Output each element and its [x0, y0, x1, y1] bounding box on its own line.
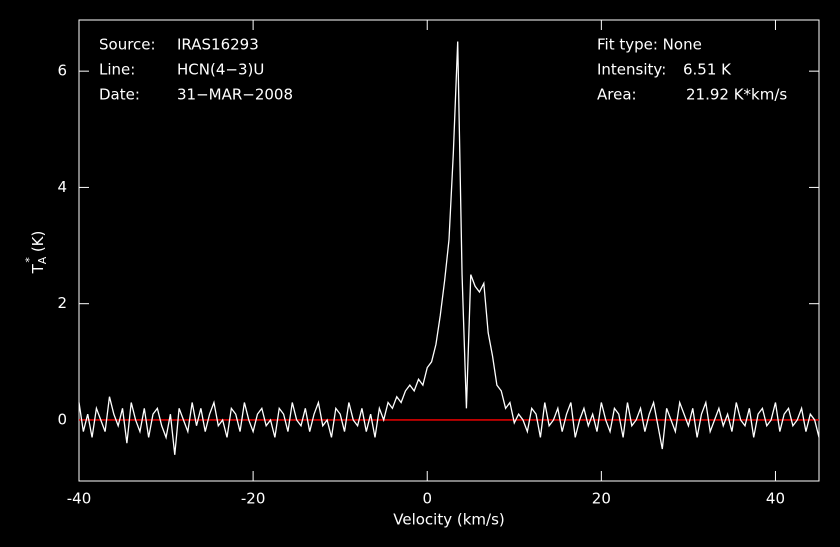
fit-type: Fit type: None: [597, 36, 702, 54]
date-label: Date:: [99, 86, 140, 104]
date: 31−MAR−2008: [177, 86, 293, 104]
x-tick-label: 20: [592, 490, 611, 508]
source: IRAS16293: [177, 36, 259, 54]
x-tick-label: -40: [67, 490, 92, 508]
intensity: 6.51 K: [683, 61, 732, 79]
area: 21.92 K*km/s: [686, 86, 787, 104]
y-tick-label: 6: [57, 62, 67, 80]
line-name: HCN(4−3)U: [177, 61, 264, 79]
y-axis-label: TA* (K): [23, 231, 49, 275]
x-tick-label: -20: [241, 490, 266, 508]
plot-frame: [78, 19, 820, 482]
spectrum-line: [78, 41, 820, 455]
x-axis-label: Velocity (km/s): [393, 511, 504, 529]
y-tick-label: 0: [57, 410, 67, 428]
y-label-main: T: [29, 263, 47, 274]
x-tick-label: 0: [422, 490, 432, 508]
x-tick-label: 40: [766, 490, 785, 508]
source-label: Source:: [99, 36, 156, 54]
area-label: Area:: [597, 86, 637, 104]
y-label-unit: (K): [29, 231, 47, 253]
line-label: Line:: [99, 61, 135, 79]
y-label-sub: A: [36, 256, 49, 264]
y-tick-label: 4: [57, 178, 67, 196]
intensity-label: Intensity:: [597, 61, 666, 79]
y-label-sup: *: [23, 257, 36, 263]
y-tick-label: 2: [57, 294, 67, 312]
